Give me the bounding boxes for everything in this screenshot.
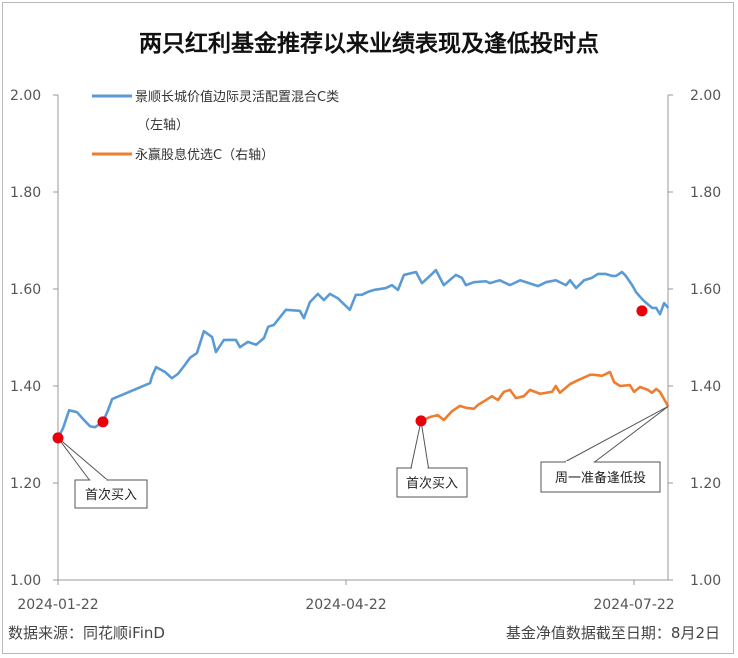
buy-point-marker bbox=[52, 432, 64, 444]
buy-point-marker bbox=[415, 415, 427, 427]
legend-label-axis: （左轴） bbox=[137, 118, 189, 133]
callout-box bbox=[396, 467, 468, 498]
right-tick-label: 1.40 bbox=[690, 379, 721, 395]
callout-pointer bbox=[564, 405, 669, 463]
legend-label: 永赢股息优选C（右轴） bbox=[135, 147, 274, 163]
callout: 首次买入 bbox=[57, 437, 148, 509]
callout-pointer bbox=[410, 420, 429, 469]
right-tick-label: 2.00 bbox=[690, 88, 721, 104]
callout-text: 首次买入 bbox=[406, 476, 458, 492]
left-tick-label: 1.40 bbox=[10, 379, 41, 395]
series-line-1 bbox=[420, 370, 670, 423]
data-date-note: 基金净值数据截至日期：8月2日 bbox=[505, 624, 720, 642]
buy-point-marker bbox=[97, 416, 109, 428]
callout-box bbox=[540, 461, 661, 493]
right-tick-label: 1.80 bbox=[690, 185, 721, 201]
left-tick-label: 1.20 bbox=[10, 476, 41, 492]
legend-label: 景顺长城价值边际灵活配置混合C类 bbox=[135, 89, 339, 105]
chart-title: 两只红利基金推荐以来业绩表现及逢低投时点 bbox=[139, 31, 599, 57]
x-tick-label: 2024-04-22 bbox=[305, 597, 386, 613]
callout: 周一准备逢低投 bbox=[540, 405, 669, 493]
callout: 首次买入 bbox=[396, 420, 468, 498]
x-tick-label: 2024-07-22 bbox=[593, 597, 674, 613]
callout-box bbox=[74, 479, 148, 509]
callout-text: 周一准备逢低投 bbox=[555, 470, 646, 486]
left-tick-label: 1.80 bbox=[10, 185, 41, 201]
legend-series-name: 永赢股息优选C bbox=[135, 147, 222, 163]
x-tick-label: 2024-01-22 bbox=[17, 597, 98, 613]
legend-axis-note: （右轴） bbox=[222, 148, 274, 163]
right-tick-label: 1.20 bbox=[690, 476, 721, 492]
callout-pointer bbox=[57, 437, 108, 481]
source-note: 数据来源：同花顺iFinD bbox=[8, 624, 165, 642]
left-tick-label: 1.60 bbox=[10, 282, 41, 298]
right-tick-label: 1.00 bbox=[690, 573, 721, 589]
left-tick-label: 2.00 bbox=[10, 88, 41, 104]
buy-point-marker bbox=[636, 305, 648, 317]
left-tick-label: 1.00 bbox=[10, 573, 41, 589]
right-tick-label: 1.60 bbox=[690, 282, 721, 298]
callout-text: 首次买入 bbox=[85, 487, 137, 503]
series-line-0 bbox=[56, 268, 670, 439]
